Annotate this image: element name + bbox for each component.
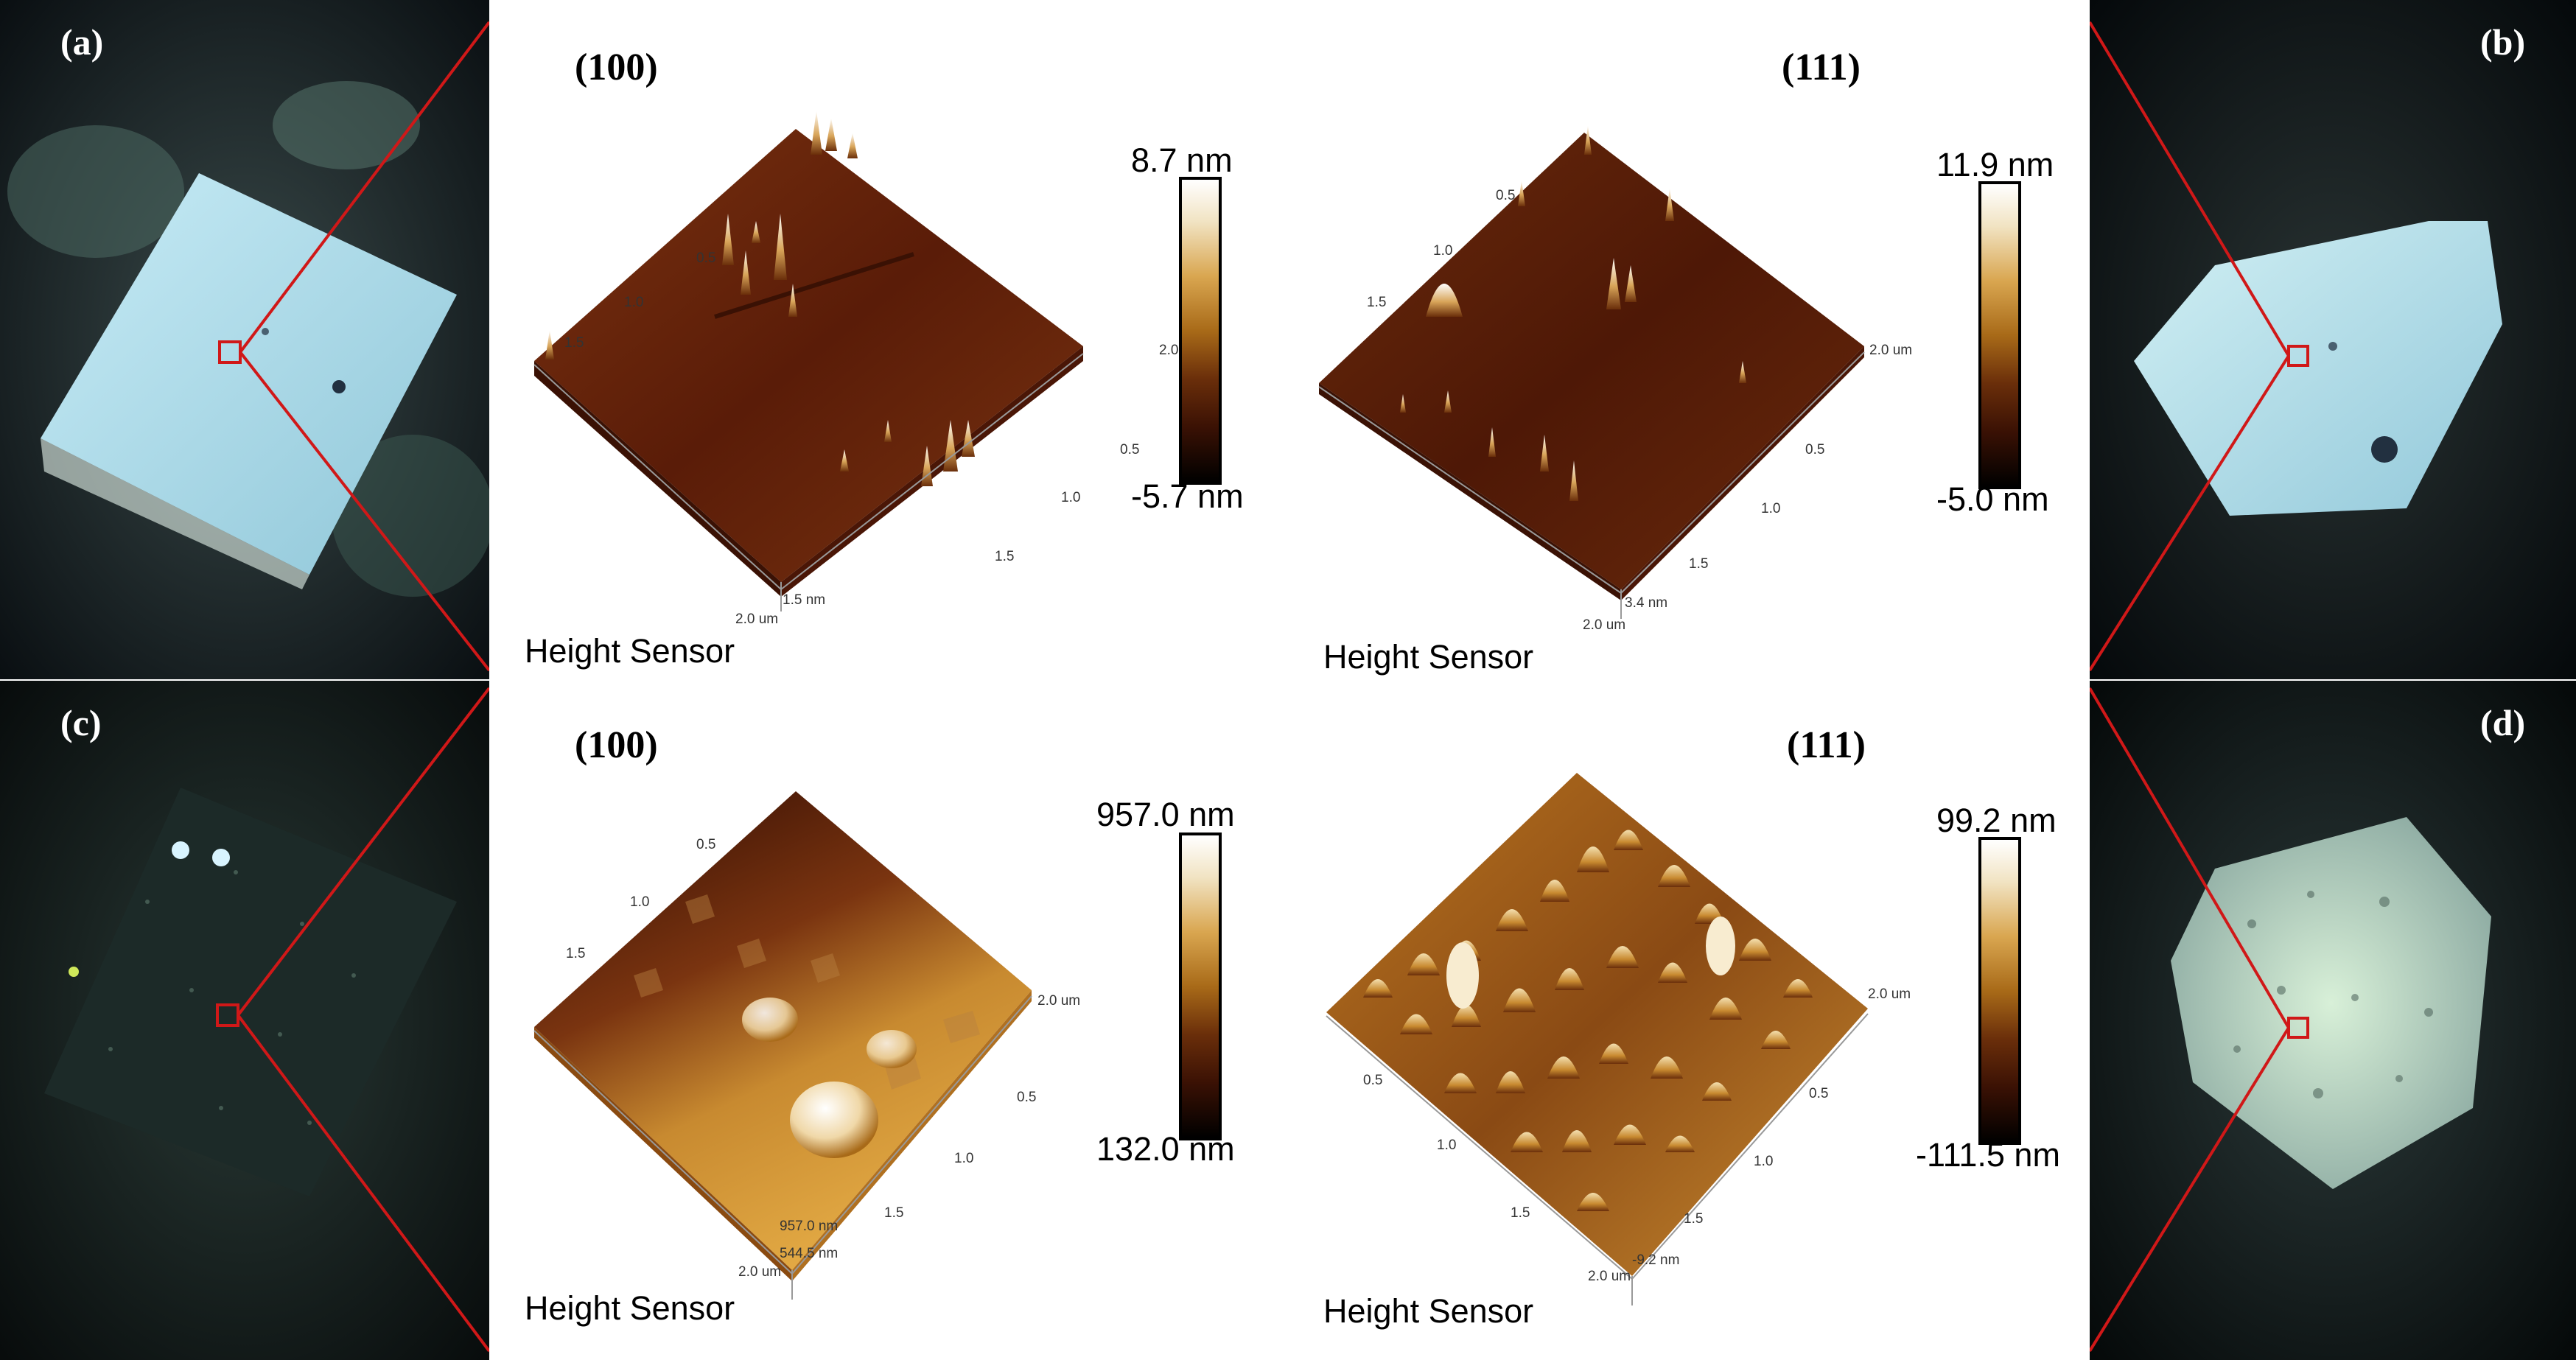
y-tick-b-3: 1.5 <box>1367 295 1387 310</box>
height-sensor-label-b: Height Sensor <box>1323 638 1534 676</box>
y-tick-d-4: 2.0 um <box>1588 1269 1631 1284</box>
colorbar-c <box>1179 833 1222 1140</box>
y-tick-d-3: 1.5 <box>1511 1205 1530 1221</box>
crystal-square-image <box>0 0 489 679</box>
colorbar-min-a: -5.7 nm <box>1131 477 1244 515</box>
afm-panel-b: (111) 0.5 1.0 1.5 2.0 um 0.5 1.0 1.5 2.0… <box>1297 0 2078 679</box>
x-tick-d-1: 0.5 <box>1809 1086 1829 1101</box>
y-tick-c-2: 1.0 <box>630 894 650 910</box>
height-sensor-label-a: Height Sensor <box>525 632 735 670</box>
x-tick-b-4: 2.0 um <box>1869 343 1913 358</box>
y-tick-c-1: 0.5 <box>696 837 716 852</box>
optical-photo-d: (d) <box>2090 681 2576 1360</box>
afm-panel-c: (100) 0.5 1.0 1.5 2.0 um 0.5 1.0 1.5 2.0… <box>501 681 1275 1360</box>
colorbar-max-b: 11.9 nm <box>1936 146 2054 183</box>
crystal-hexagon-image <box>2090 0 2576 679</box>
afm-surface-c <box>533 791 1032 1300</box>
crystal-hexagon-rough-image <box>2090 681 2576 1360</box>
y-tick-a-2: 1.0 <box>624 295 644 310</box>
x-tick-c-3: 1.5 <box>884 1205 904 1221</box>
height-sensor-label-c: Height Sensor <box>525 1289 735 1327</box>
plane-label-a: (100) <box>575 46 658 88</box>
x-tick-d-3: 1.5 <box>1684 1211 1704 1227</box>
y-tick-a-1: 0.5 <box>696 250 716 266</box>
colorbar-b <box>1978 181 2021 489</box>
z-tick-b: 3.4 nm <box>1625 595 1668 611</box>
panel-label-d: (d) <box>2480 702 2526 743</box>
y-tick-c-4: 2.0 um <box>738 1264 782 1280</box>
optical-photo-c: (c) <box>0 681 489 1360</box>
x-tick-a-1: 0.5 <box>1120 442 1140 458</box>
x-tick-d-4: 2.0 um <box>1868 986 1911 1002</box>
height-sensor-label-d: Height Sensor <box>1323 1292 1534 1330</box>
x-tick-b-3: 1.5 <box>1689 556 1709 572</box>
optical-photo-a: (a) <box>0 0 489 679</box>
y-tick-a-3: 1.5 <box>564 335 584 351</box>
x-tick-c-1: 0.5 <box>1017 1090 1037 1105</box>
z-tick-d: -9.2 nm <box>1632 1252 1680 1268</box>
colorbar-min-c: 132.0 nm <box>1096 1130 1235 1168</box>
colorbar-a <box>1179 177 1222 485</box>
afm-surface-d <box>1326 773 1869 1305</box>
panel-label-c: (c) <box>60 702 102 743</box>
panel-label-a: (a) <box>60 21 104 63</box>
afm-panel-d: (111) 2.0 um 0.5 1.0 1.5 0.5 1.0 1.5 2.0… <box>1297 681 2078 1360</box>
afm-surface-a <box>533 111 1084 611</box>
colorbar-max-d: 99.2 nm <box>1936 802 2057 839</box>
plane-label-d: (111) <box>1787 724 1866 766</box>
x-tick-c-4: 2.0 um <box>1037 993 1081 1009</box>
plane-label-c: (100) <box>575 724 658 766</box>
crystal-square-dark-image <box>0 681 489 1360</box>
afm-panel-a: (100) 0.5 1.0 1.5 2.0 um 0.5 1.0 1.5 2.0… <box>501 0 1275 679</box>
afm-surface-b <box>1318 125 1865 619</box>
x-tick-b-1: 0.5 <box>1805 442 1825 458</box>
colorbar-min-b: -5.0 nm <box>1936 480 2049 518</box>
colorbar-min-d: -111.5 nm <box>1916 1136 2060 1174</box>
colorbar-max-c: 957.0 nm <box>1096 796 1235 833</box>
y-tick-d-1: 0.5 <box>1363 1073 1383 1088</box>
optical-photo-b: (b) <box>2090 0 2576 679</box>
plane-label-b: (111) <box>1782 46 1861 88</box>
x-tick-c-2: 1.0 <box>954 1151 974 1166</box>
z-tick-c-top: 957.0 nm <box>780 1219 839 1234</box>
colorbar-d <box>1978 837 2021 1145</box>
y-tick-c-3: 1.5 <box>566 946 586 961</box>
z-tick-a: 1.5 nm <box>783 592 826 608</box>
y-tick-b-2: 1.0 <box>1433 243 1453 259</box>
x-tick-b-2: 1.0 <box>1761 501 1781 516</box>
x-tick-d-2: 1.0 <box>1754 1154 1774 1169</box>
panel-label-b: (b) <box>2480 21 2526 63</box>
y-tick-d-2: 1.0 <box>1437 1138 1457 1153</box>
z-tick-c-mid: 544.5 nm <box>780 1246 839 1261</box>
y-tick-a-4: 2.0 um <box>735 611 779 627</box>
y-tick-b-4: 2.0 um <box>1583 617 1626 633</box>
x-tick-a-3: 1.5 <box>995 549 1015 564</box>
x-tick-a-2: 1.0 <box>1061 490 1081 505</box>
colorbar-max-a: 8.7 nm <box>1131 141 1233 179</box>
y-tick-b-1: 0.5 <box>1496 188 1516 203</box>
